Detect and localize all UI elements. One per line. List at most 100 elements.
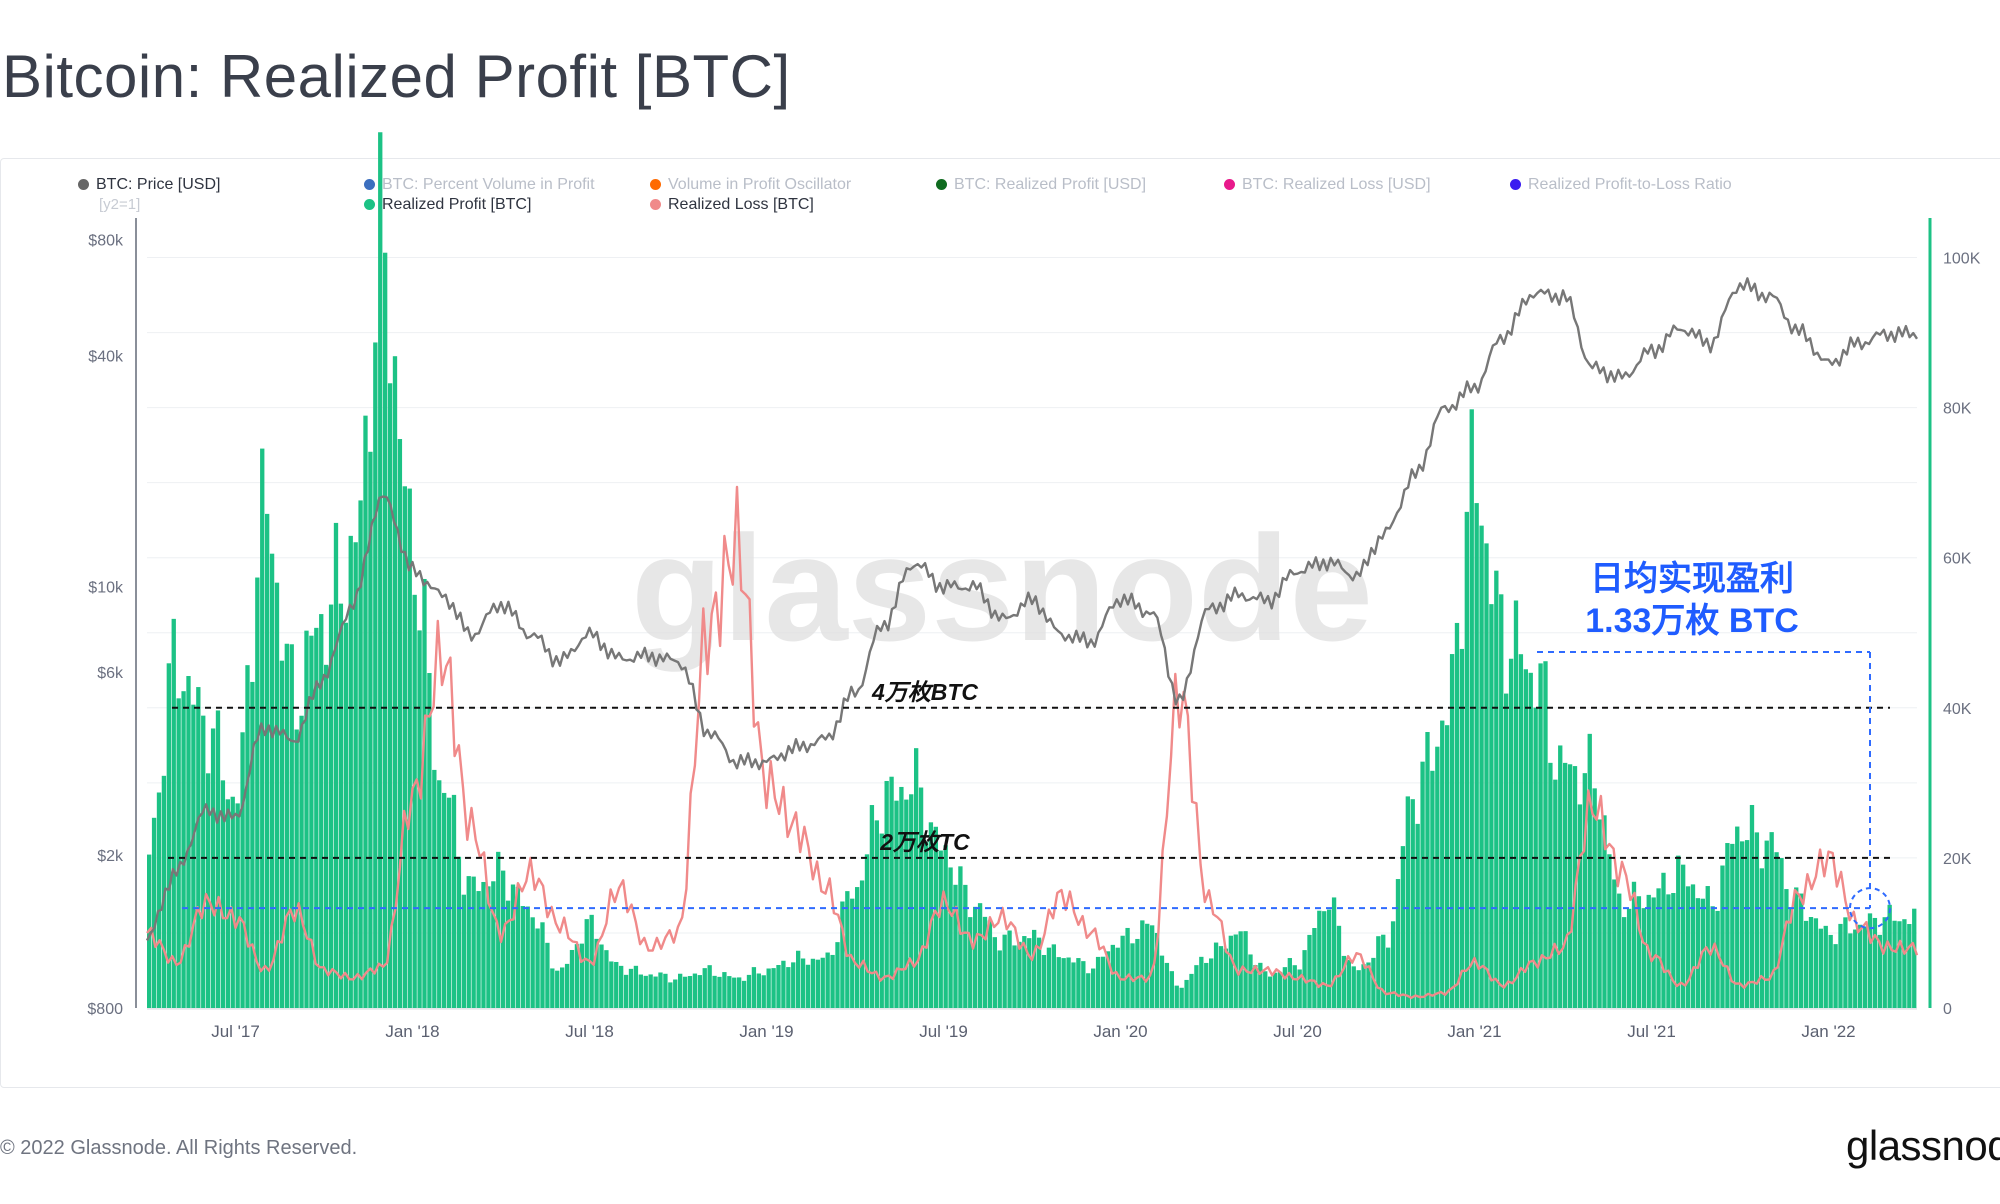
- legend-item-price[interactable]: BTC: Price [USD]: [78, 176, 220, 194]
- legend-item-realized-loss-usd[interactable]: BTC: Realized Loss [USD]: [1224, 176, 1431, 194]
- realized-profit-bar: [648, 974, 653, 1008]
- realized-profit-bar: [201, 715, 206, 1008]
- realized-profit-bar: [1685, 886, 1691, 1008]
- realized-profit-bar: [894, 800, 899, 1008]
- realized-profit-bar: [1740, 841, 1745, 1008]
- footer-copyright: © 2022 Glassnode. All Rights Reserved.: [0, 1137, 358, 1159]
- realized-profit-bar: [658, 972, 663, 1008]
- realized-profit-bar: [1095, 956, 1101, 1008]
- realized-profit-bar: [682, 976, 688, 1008]
- realized-profit-bar: [1341, 955, 1347, 1008]
- realized-profit-bar: [869, 805, 875, 1008]
- realized-profit-bar: [1366, 962, 1371, 1008]
- realized-profit-bar: [412, 594, 417, 1008]
- realized-profit-bar: [240, 732, 245, 1008]
- realized-profit-bar: [850, 898, 855, 1008]
- realized-profit-bar: [815, 959, 820, 1008]
- realized-profit-bar: [1818, 928, 1823, 1008]
- realized-profit-bar: [1159, 955, 1165, 1008]
- y-right-tick-label: 60K: [1943, 551, 1972, 568]
- realized-profit-bar: [1690, 884, 1696, 1008]
- realized-profit-bar: [1626, 908, 1632, 1008]
- realized-profit-bar: [992, 937, 997, 1008]
- realized-profit-bar: [1361, 964, 1366, 1008]
- realized-profit-bar: [604, 950, 609, 1008]
- realized-profit-bar: [1656, 888, 1661, 1008]
- realized-profit-bar: [1390, 921, 1396, 1008]
- realized-profit-bar: [1346, 959, 1351, 1008]
- realized-profit-bar: [1518, 654, 1524, 1008]
- legend-item-percent-volume[interactable]: BTC: Percent Volume in Profit: [364, 176, 595, 194]
- realized-profit-bar: [530, 917, 535, 1008]
- realized-profit-bar: [746, 974, 752, 1008]
- realized-profit-bar: [973, 906, 978, 1008]
- realized-profit-bar: [1705, 886, 1710, 1008]
- realized-profit-bar: [1056, 957, 1061, 1008]
- realized-profit-bar: [1749, 804, 1755, 1008]
- realized-profit-bar: [1169, 971, 1174, 1008]
- realized-profit-bar: [741, 980, 747, 1008]
- realized-profit-bar: [1272, 972, 1278, 1008]
- realized-profit-bar: [1336, 925, 1342, 1008]
- realized-profit-bar: [859, 880, 865, 1008]
- realized-profit-bar: [1066, 957, 1071, 1008]
- realized-profit-bar: [1710, 906, 1715, 1008]
- realized-profit-bar: [1513, 600, 1519, 1008]
- legend-item-volume-oscillator[interactable]: Volume in Profit Oscillator: [650, 176, 851, 194]
- realized-profit-bar: [963, 884, 968, 1008]
- realized-profit-bar: [279, 660, 285, 1008]
- realized-profit-bar: [1002, 934, 1007, 1008]
- realized-profit-bar: [338, 603, 344, 1008]
- realized-profit-bar: [1474, 503, 1479, 1008]
- realized-profit-bar: [1007, 930, 1012, 1008]
- annotation-40k-label: 4万枚BTC: [871, 679, 978, 705]
- legend-item-realized-profit-usd[interactable]: BTC: Realized Profit [USD]: [936, 176, 1146, 194]
- realized-profit-bar: [1027, 938, 1032, 1008]
- legend-item-realized-profit-btc[interactable]: Realized Profit [BTC]: [364, 196, 531, 214]
- realized-profit-bar: [1425, 732, 1430, 1008]
- realized-profit-bar: [968, 917, 973, 1008]
- realized-profit-bar: [1912, 908, 1917, 1008]
- realized-profit-bar: [476, 891, 481, 1008]
- realized-profit-bar: [343, 622, 348, 1008]
- realized-profit-bar: [805, 964, 811, 1008]
- realized-profit-bar: [619, 965, 624, 1008]
- realized-profit-bar: [1681, 864, 1686, 1008]
- realized-profit-bar: [938, 850, 943, 1008]
- realized-profit-bar: [491, 881, 496, 1008]
- realized-profit-bar: [437, 780, 442, 1008]
- brand-logo: glassnode: [1846, 1122, 2000, 1169]
- realized-profit-bar: [668, 982, 673, 1008]
- realized-profit-bar: [830, 954, 835, 1008]
- x-tick-label: Jul '20: [1273, 1022, 1322, 1041]
- legend-item-profit-loss-ratio[interactable]: Realized Profit-to-Loss Ratio: [1510, 176, 1732, 194]
- realized-profit-bar: [1297, 969, 1302, 1008]
- realized-profit-bar: [810, 958, 816, 1008]
- realized-profit-bar: [1897, 921, 1902, 1008]
- realized-profit-bar: [1862, 926, 1868, 1008]
- realized-profit-bar: [1331, 897, 1337, 1008]
- realized-profit-bar: [1622, 917, 1627, 1008]
- y-left-tick-label: $40k: [88, 348, 124, 365]
- realized-profit-bar: [727, 976, 732, 1008]
- legend-item-realized-loss-btc[interactable]: Realized Loss [BTC]: [650, 196, 814, 214]
- realized-profit-bar: [1376, 936, 1381, 1008]
- realized-profit-bar: [1892, 920, 1897, 1008]
- realized-profit-bar: [1051, 944, 1056, 1008]
- realized-profit-bar: [269, 553, 275, 1008]
- realized-profit-bar: [776, 965, 781, 1008]
- realized-profit-bar: [584, 919, 589, 1008]
- legend-dot-icon: [650, 179, 661, 190]
- realized-profit-bar: [324, 664, 329, 1008]
- realized-profit-bar: [1277, 971, 1283, 1008]
- realized-profit-bar: [761, 975, 766, 1008]
- realized-profit-bar: [796, 950, 801, 1008]
- realized-profit-bar: [1459, 648, 1465, 1008]
- realized-profit-bar: [1017, 941, 1022, 1008]
- realized-profit-bar: [1356, 970, 1361, 1008]
- realized-profit-bar: [1592, 788, 1597, 1008]
- legend-dot-icon: [1224, 179, 1235, 190]
- realized-profit-bar: [1779, 858, 1784, 1008]
- realized-profit-bar: [717, 976, 722, 1008]
- realized-profit-bar: [1754, 832, 1760, 1008]
